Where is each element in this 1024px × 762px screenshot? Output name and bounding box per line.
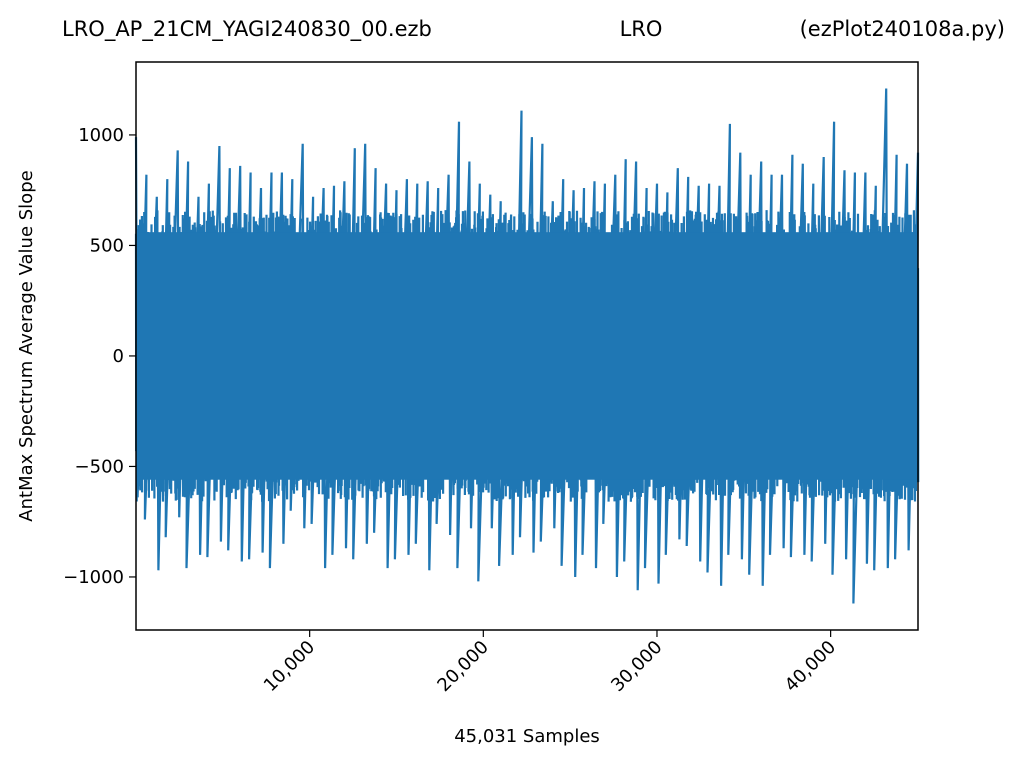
y-tick-label: 500 [90, 235, 124, 256]
title-script: (ezPlot240108a.py) [800, 17, 1005, 41]
y-axis-label: AntMax Spectrum Average Value Slope [16, 170, 37, 521]
title-filename: LRO_AP_21CM_YAGI240830_00.ezb [62, 17, 432, 42]
y-tick-label: −500 [75, 456, 124, 477]
y-tick-label: −1000 [63, 567, 124, 588]
title-center: LRO [620, 17, 663, 41]
signal-core-band [136, 232, 918, 480]
y-tick-label: 1000 [78, 125, 124, 146]
x-axis-label: 45,031 Samples [454, 726, 600, 747]
plot-frame [135, 61, 919, 631]
y-tick-label: 0 [113, 346, 124, 367]
